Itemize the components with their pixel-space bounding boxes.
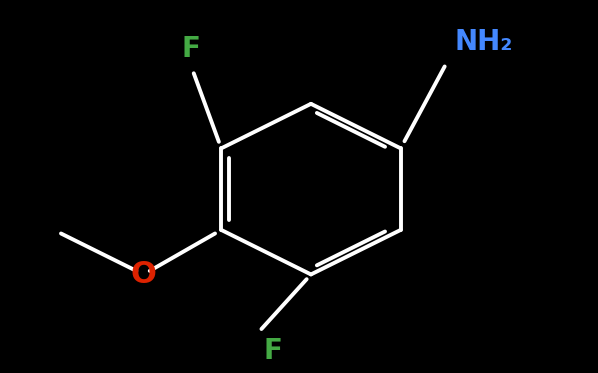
Text: NH₂: NH₂	[454, 28, 513, 56]
Text: F: F	[182, 35, 201, 63]
Text: F: F	[263, 338, 282, 366]
Text: O: O	[130, 260, 157, 289]
